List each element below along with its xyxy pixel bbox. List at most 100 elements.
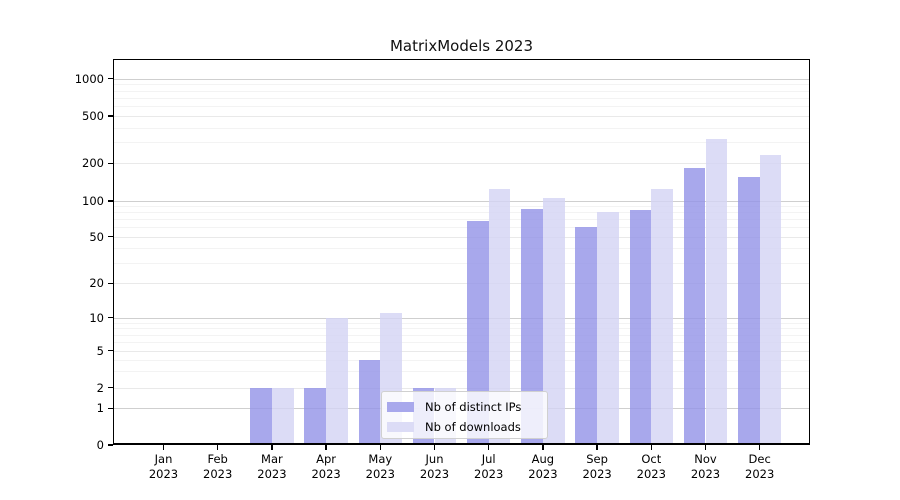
gridline [114,350,809,352]
bar-dec-downloads [759,154,782,444]
bar-sep-distinct-ips [575,227,598,444]
x-tick-label: Sep 2023 [565,452,629,482]
gridline [114,317,809,319]
y-tick-label: 500 [82,109,104,123]
x-tick-label: Feb 2023 [186,452,250,482]
x-tick-label: Dec 2023 [728,452,792,482]
y-tick-label: 200 [82,156,104,171]
bar-oct-distinct-ips [629,210,652,444]
gridline-minor [114,212,809,214]
chart-title: MatrixModels 2023 [389,37,534,55]
gridline-minor [114,219,809,221]
gridline [114,163,809,165]
gridline-minor [114,328,809,330]
gridline-minor [114,90,809,92]
gridline-minor [114,84,809,86]
gridline [114,283,809,285]
x-tick [433,445,436,450]
x-tick [542,445,544,450]
x-tick-month: Jun [425,452,444,466]
y-tick-label: 20 [89,276,104,291]
x-tick-month: Dec [748,452,771,466]
gridline-minor [114,142,809,144]
x-tick-year: 2023 [419,467,450,481]
y-tick [108,316,113,319]
gridline [114,387,809,389]
y-tick [108,444,113,446]
x-tick-year: 2023 [690,467,721,481]
bar-jul-distinct-ips [467,220,489,444]
bar-nov-downloads [705,139,728,444]
bar-dec-distinct-ips [738,177,760,444]
x-tick-month: Nov [694,452,717,466]
legend-label-distinct-ips: Nb of distinct IPs [425,400,522,414]
x-tick-year: 2023 [582,467,612,481]
y-tick-label: 2 [96,380,104,395]
bar-oct-downloads [651,188,673,444]
bar-sep-downloads [597,212,619,444]
gridline-minor [114,206,809,208]
gridline [114,236,809,238]
legend-item-distinct-ips: Nb of distinct IPs [387,397,547,417]
x-tick-year: 2023 [311,467,341,481]
legend: Nb of distinct IPs Nb of downloads [381,391,548,439]
gridline-minor [114,97,809,99]
bar-jul-downloads [488,188,511,444]
x-tick [704,445,707,450]
x-tick-year: 2023 [636,467,666,481]
x-tick-label: May 2023 [348,452,412,482]
x-tick [487,445,490,450]
x-tick-year: 2023 [365,467,395,481]
x-tick-year: 2023 [745,467,775,481]
x-tick-month: Aug [531,452,555,466]
gridline-minor [114,342,809,344]
legend-item-downloads: Nb of downloads [387,417,547,437]
x-tick [325,445,327,450]
x-tick-label: Jan 2023 [132,452,196,482]
x-tick-label: Oct 2023 [619,452,683,482]
gridline-minor [114,248,809,250]
gridline-minor [114,227,809,229]
bar-may-distinct-ips [358,359,381,444]
legend-swatch-downloads [387,422,414,432]
y-tick-label: 0 [96,438,104,452]
y-tick-label: 1000 [74,71,104,86]
gridline-minor [114,127,809,129]
y-tick [108,162,113,165]
x-tick-month: Apr [316,452,337,466]
x-tick [596,445,598,450]
x-tick-month: Jul [481,452,496,466]
y-tick [108,349,113,352]
x-tick [379,445,382,450]
bar-aug-distinct-ips [521,208,543,444]
x-tick-label: Jun 2023 [403,452,467,482]
x-tick [650,445,653,450]
x-tick-year: 2023 [528,467,558,481]
gridline-minor [114,262,809,264]
gridline [114,116,809,117]
y-tick [108,235,113,238]
y-tick-label: 100 [82,193,104,208]
bar-apr-distinct-ips [304,387,327,444]
x-tick-month: Jan [154,452,173,466]
bar-aug-downloads [542,198,565,444]
x-tick-year: 2023 [148,467,179,481]
gridline-minor [114,334,809,336]
gridline [114,78,809,80]
x-tick-month: Oct [641,452,662,466]
y-tick [108,282,113,285]
x-tick-month: Mar [261,452,283,466]
gridline-minor [114,106,809,108]
gridline-minor [114,359,809,361]
x-tick-label: Nov 2023 [674,452,738,482]
gridline-minor [114,322,809,324]
y-tick-label: 50 [89,229,104,244]
x-tick-month: Feb [207,452,228,466]
legend-swatch-distinct-ips [387,402,414,412]
bar-mar-downloads [271,387,294,444]
gridline-minor [114,371,809,373]
bar-apr-downloads [326,317,348,444]
y-tick-label: 1 [96,401,104,416]
x-tick-month: May [368,452,393,466]
